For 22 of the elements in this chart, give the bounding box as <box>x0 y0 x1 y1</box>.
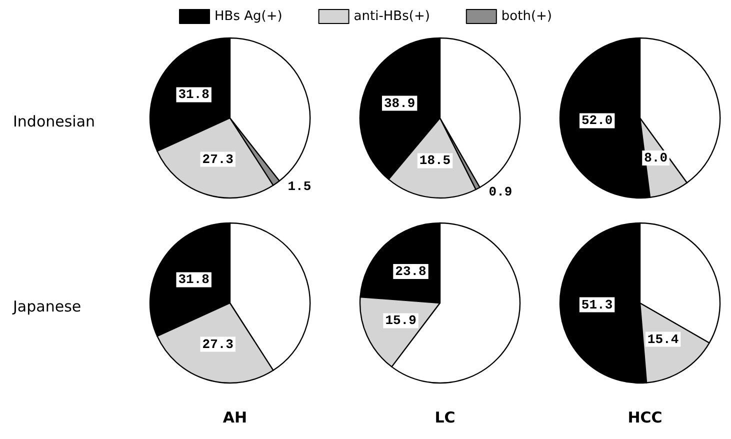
data-label: 8.0 <box>644 150 668 166</box>
data-label: 23.8 <box>395 264 427 279</box>
text: Japanese <box>12 298 82 316</box>
text: LC <box>434 408 456 426</box>
text: Indonesian <box>13 112 96 130</box>
data-label: 1.5 <box>288 178 312 194</box>
data-label: 31.8 <box>178 272 210 288</box>
legend-label: both(+) <box>501 9 552 24</box>
data-label: 31.8 <box>178 87 210 102</box>
data-label: 18.5 <box>419 153 451 168</box>
data-label: 0.9 <box>488 184 512 200</box>
text: HCC <box>628 408 662 426</box>
text: AH <box>222 408 248 426</box>
legend-label: anti-HBs(+) <box>354 9 430 24</box>
data-label: 15.9 <box>385 313 417 328</box>
data-label: 27.3 <box>202 152 234 167</box>
data-label: 52.0 <box>581 113 613 128</box>
data-label: 51.3 <box>581 297 613 312</box>
legend-label: HBs Ag(+) <box>214 9 282 24</box>
data-label: 15.4 <box>647 332 679 347</box>
data-label: 38.9 <box>384 96 416 111</box>
data-label: 27.3 <box>202 336 234 352</box>
